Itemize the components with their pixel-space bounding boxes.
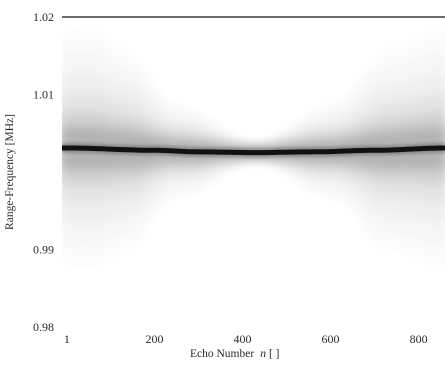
- y-axis-title: Range-Frequency [MHz]: [4, 114, 16, 230]
- x-axis-title-symbol: n: [260, 348, 266, 360]
- y-tick-label: 0.99: [33, 243, 54, 257]
- x-tick-label: 1: [64, 332, 70, 346]
- x-tick-label: 200: [145, 332, 163, 346]
- x-axis-title: Echo Number n[ ]: [190, 348, 280, 360]
- x-axis-ticks: 1 200 400 600 800: [64, 332, 428, 346]
- y-tick-label: 1.02: [33, 10, 54, 24]
- y-tick-label: 0.98: [33, 320, 54, 334]
- ridge-line-core: [62, 145, 445, 156]
- x-axis-title-unit: [ ]: [269, 348, 280, 360]
- x-tick-label: 600: [322, 332, 340, 346]
- ridge-line: [62, 143, 445, 158]
- y-axis-ticks: 0.98 0.99 1.01 1.02: [33, 10, 54, 334]
- x-axis-title-text: Echo Number: [190, 348, 254, 360]
- x-tick-label: 800: [410, 332, 428, 346]
- x-tick-label: 400: [233, 332, 251, 346]
- y-tick-label: 1.01: [33, 88, 54, 102]
- plot-area: [62, 28, 445, 268]
